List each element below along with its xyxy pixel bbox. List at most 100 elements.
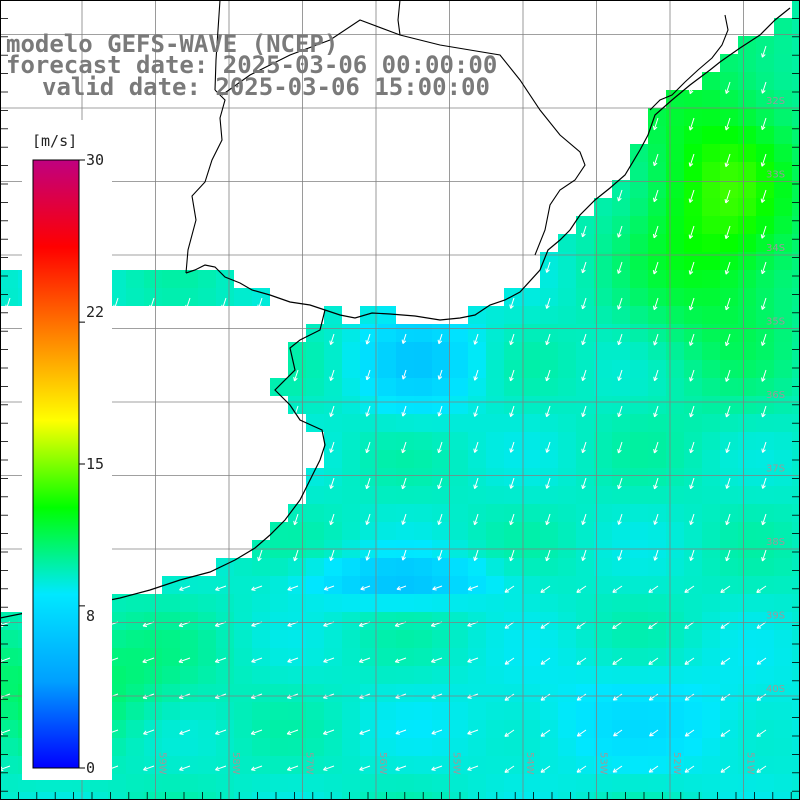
- wind-arrow: [617, 441, 623, 454]
- field-cell: [612, 522, 630, 540]
- field-cell: [774, 90, 792, 108]
- field-cell: [540, 774, 558, 792]
- field-cell: [306, 504, 324, 522]
- field-cell: [540, 522, 558, 540]
- field-cell: [684, 594, 702, 612]
- field-cell: [684, 486, 702, 504]
- field-cell: [522, 792, 540, 800]
- field-cell: [630, 594, 648, 612]
- field-cell: [522, 666, 540, 684]
- field-cell: [756, 252, 774, 270]
- field-cell: [378, 630, 396, 648]
- field-cell: [90, 792, 108, 800]
- field-cell: [378, 792, 396, 800]
- field-cell: [738, 144, 756, 162]
- field-cell: [522, 306, 540, 324]
- field-cell: [414, 648, 432, 666]
- wind-arrow: [149, 297, 155, 310]
- wind-arrow: [684, 729, 695, 737]
- field-cell: [234, 684, 252, 702]
- field-cell: [432, 684, 450, 702]
- longitude-label: 53W: [598, 752, 609, 775]
- latitude-label: 36S: [766, 390, 785, 401]
- field-cell: [306, 630, 324, 648]
- field-cell: [450, 486, 468, 504]
- wind-arrow: [540, 693, 551, 701]
- field-cell: [558, 684, 576, 702]
- wind-arrow: [401, 333, 407, 344]
- wind-arrow: [329, 513, 335, 526]
- wind-arrows: [0, 45, 767, 773]
- field-cell: [288, 594, 306, 612]
- wind-arrow: [720, 693, 731, 701]
- field-cell: [774, 144, 792, 162]
- field-cell: [720, 558, 738, 576]
- wind-arrow: [509, 513, 515, 526]
- field-cell: [594, 288, 612, 306]
- field-cell: [414, 702, 432, 720]
- field-cell: [180, 792, 198, 800]
- field-cell: [702, 648, 720, 666]
- field-cell: [342, 486, 360, 504]
- field-cell: [774, 162, 792, 180]
- field-cell: [162, 702, 180, 720]
- wind-arrow: [581, 297, 587, 310]
- field-cell: [378, 414, 396, 432]
- field-cell: [360, 450, 378, 468]
- field-cell: [468, 666, 486, 684]
- field-cell: [558, 360, 576, 378]
- field-cell: [702, 486, 720, 504]
- field-cell: [504, 342, 522, 360]
- field-cell: [666, 630, 684, 648]
- longitude-label: 52W: [671, 752, 682, 775]
- field-cell: [162, 774, 180, 792]
- field-cell: [288, 360, 306, 378]
- wind-arrow: [617, 225, 623, 238]
- field-cell: [702, 468, 720, 486]
- field-cell: [342, 396, 360, 414]
- wind-arrow: [688, 225, 695, 239]
- field-cell: [666, 702, 684, 720]
- longitude-label: 55W: [451, 752, 462, 775]
- wind-arrow: [293, 369, 299, 382]
- field-cell: [468, 594, 486, 612]
- field-cell: [126, 720, 144, 738]
- field-cell: [702, 324, 720, 342]
- wind-arrow: [185, 297, 191, 310]
- wind-arrow: [576, 765, 587, 773]
- field-cell: [432, 450, 450, 468]
- field-cell: [666, 414, 684, 432]
- field-cell: [378, 378, 396, 396]
- wind-arrow: [724, 261, 731, 275]
- field-cell: [774, 180, 792, 198]
- latitude-label: 33S: [766, 170, 785, 181]
- field-cell: [576, 306, 594, 324]
- wind-arrow: [365, 549, 371, 561]
- wind-arrow: [437, 333, 443, 345]
- wind-arrow: [401, 549, 407, 561]
- field-cell: [468, 504, 486, 522]
- field-cell: [720, 270, 738, 288]
- field-cell: [144, 270, 162, 288]
- field-cell: [756, 54, 774, 72]
- field-cell: [774, 342, 792, 360]
- field-cell: [630, 522, 648, 540]
- field-cell: [450, 522, 468, 540]
- field-cell: [414, 522, 432, 540]
- field-cell: [522, 720, 540, 738]
- wind-arrow: [365, 333, 371, 345]
- wind-arrow: [612, 657, 623, 665]
- field-cell: [594, 396, 612, 414]
- field-cell: [162, 288, 180, 306]
- field-cell: [738, 234, 756, 252]
- wind-arrow: [540, 765, 551, 773]
- field-cell: [504, 504, 522, 522]
- field-cell: [324, 612, 342, 630]
- field-cell: [774, 684, 792, 702]
- field-cell: [684, 468, 702, 486]
- field-cell: [486, 486, 504, 504]
- field-cell: [486, 468, 504, 486]
- field-cell: [378, 324, 396, 342]
- field-cell: [540, 486, 558, 504]
- brazil-border: [221, 19, 586, 256]
